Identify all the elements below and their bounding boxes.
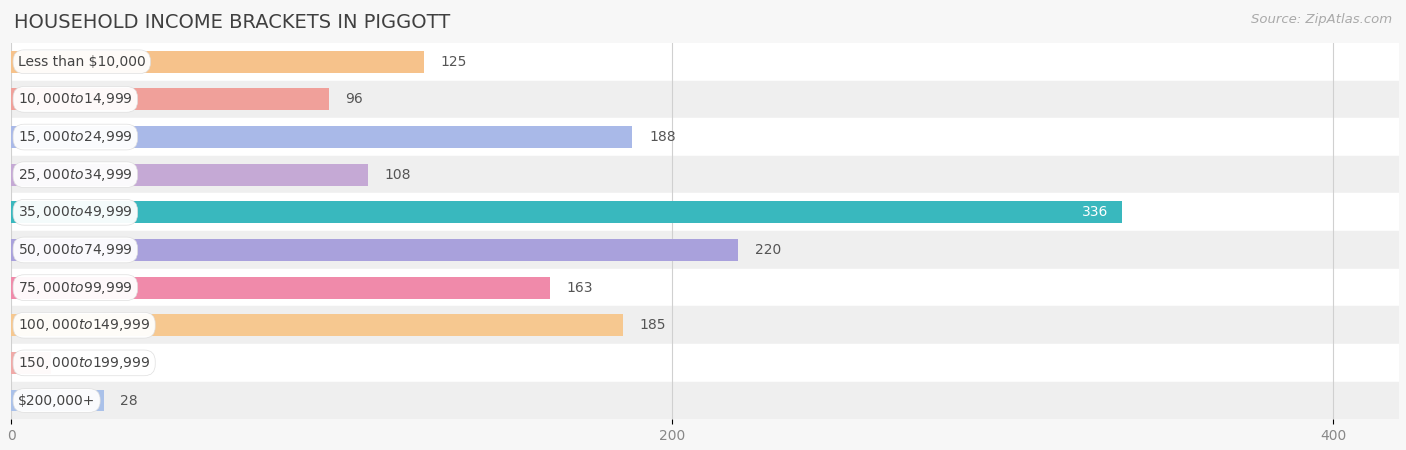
Bar bbox=[11, 51, 425, 73]
Text: 12: 12 bbox=[67, 356, 86, 370]
Text: Source: ZipAtlas.com: Source: ZipAtlas.com bbox=[1251, 14, 1392, 27]
Bar bbox=[11, 126, 633, 148]
Text: 220: 220 bbox=[755, 243, 780, 257]
Bar bbox=[11, 156, 1399, 194]
Text: $10,000 to $14,999: $10,000 to $14,999 bbox=[18, 91, 132, 108]
Text: $25,000 to $34,999: $25,000 to $34,999 bbox=[18, 166, 132, 183]
Bar bbox=[11, 277, 550, 298]
Text: $75,000 to $99,999: $75,000 to $99,999 bbox=[18, 279, 132, 296]
Bar bbox=[11, 202, 1122, 223]
Bar bbox=[11, 352, 51, 374]
Bar bbox=[11, 81, 1399, 118]
Text: $50,000 to $74,999: $50,000 to $74,999 bbox=[18, 242, 132, 258]
Text: $200,000+: $200,000+ bbox=[18, 393, 96, 408]
Bar bbox=[11, 344, 1399, 382]
Text: $100,000 to $149,999: $100,000 to $149,999 bbox=[18, 317, 150, 333]
Text: 185: 185 bbox=[640, 318, 665, 332]
Bar bbox=[11, 269, 1399, 306]
Bar bbox=[11, 89, 329, 110]
Text: 336: 336 bbox=[1081, 205, 1108, 219]
Bar bbox=[11, 306, 1399, 344]
Text: HOUSEHOLD INCOME BRACKETS IN PIGGOTT: HOUSEHOLD INCOME BRACKETS IN PIGGOTT bbox=[14, 14, 450, 32]
Bar bbox=[11, 239, 738, 261]
Text: Less than $10,000: Less than $10,000 bbox=[18, 55, 146, 69]
Bar bbox=[11, 43, 1399, 81]
Text: 163: 163 bbox=[567, 281, 593, 295]
Bar bbox=[11, 390, 104, 411]
Text: $15,000 to $24,999: $15,000 to $24,999 bbox=[18, 129, 132, 145]
Bar bbox=[11, 118, 1399, 156]
Bar bbox=[11, 194, 1399, 231]
Text: 108: 108 bbox=[385, 168, 411, 182]
Bar bbox=[11, 382, 1399, 419]
Text: 188: 188 bbox=[650, 130, 676, 144]
Bar bbox=[11, 164, 368, 185]
Text: 125: 125 bbox=[441, 55, 467, 69]
Bar bbox=[11, 314, 623, 336]
Text: 28: 28 bbox=[121, 393, 138, 408]
Bar bbox=[11, 231, 1399, 269]
Text: 96: 96 bbox=[344, 92, 363, 106]
Text: $150,000 to $199,999: $150,000 to $199,999 bbox=[18, 355, 150, 371]
Text: $35,000 to $49,999: $35,000 to $49,999 bbox=[18, 204, 132, 220]
